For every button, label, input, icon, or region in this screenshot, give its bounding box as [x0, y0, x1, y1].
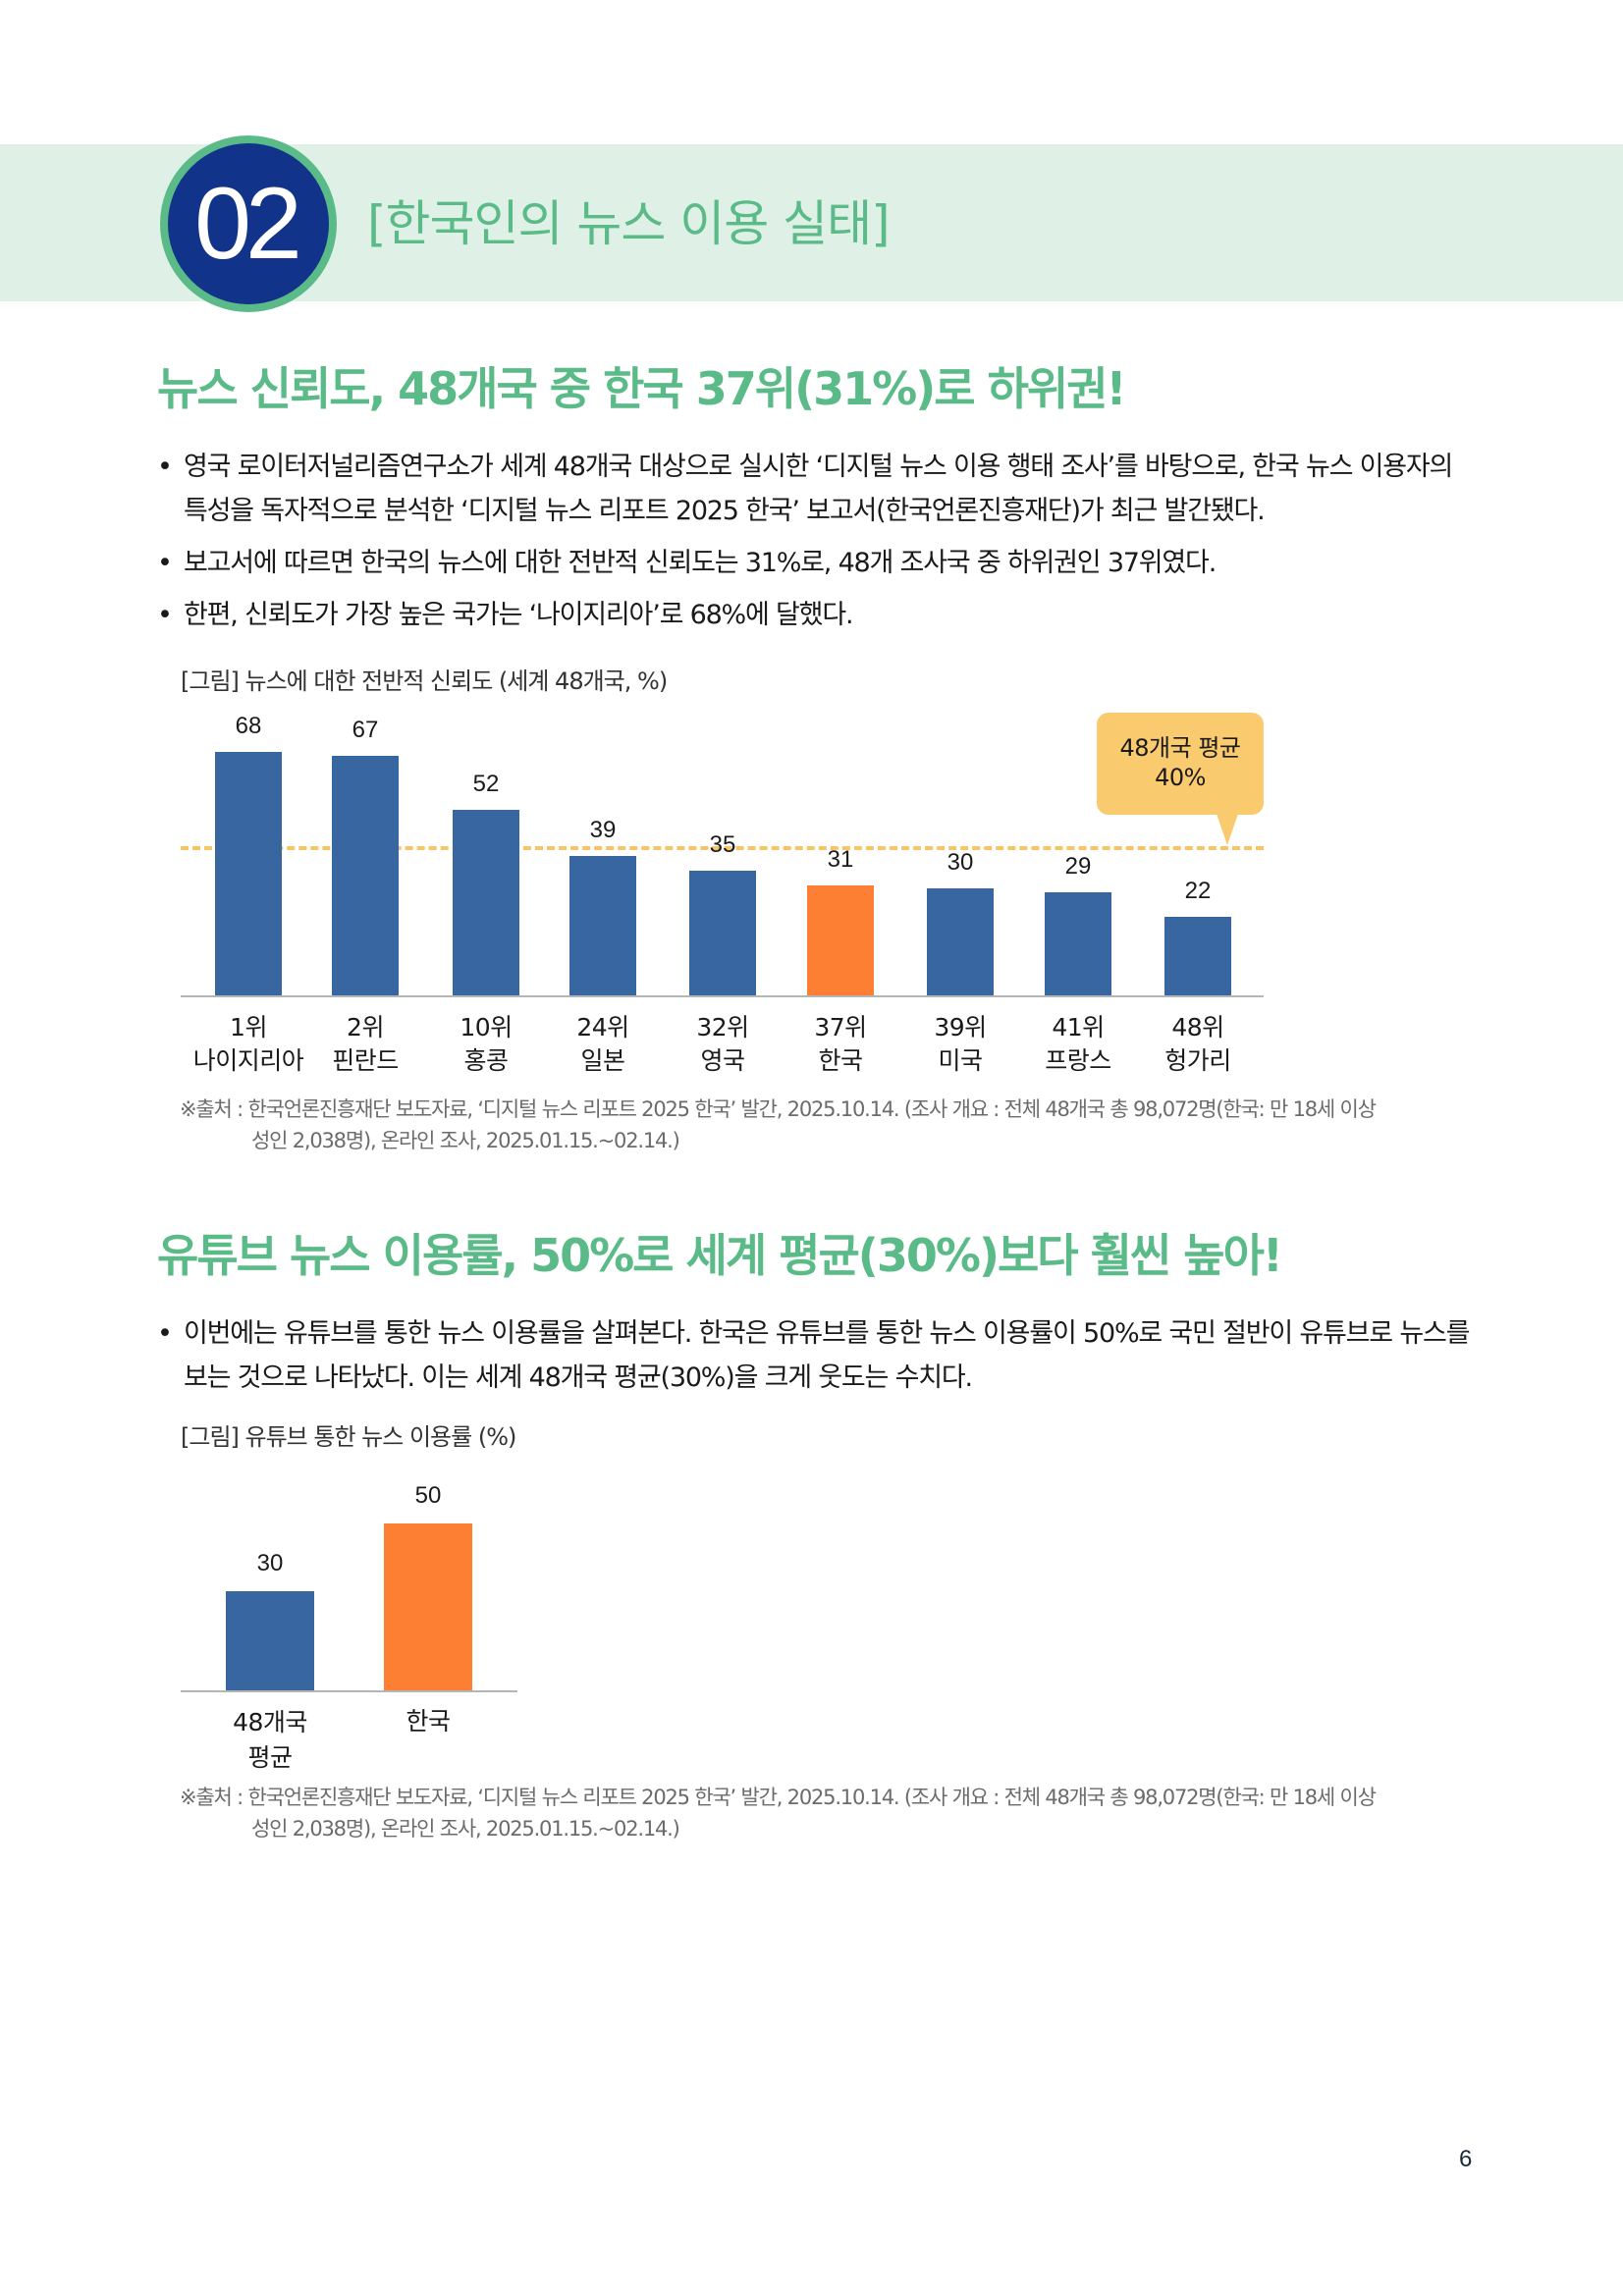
section-number: 02 [194, 167, 302, 281]
section-number-badge: 02 [160, 135, 337, 312]
bar-value-label: 35 [709, 831, 736, 858]
figure-caption-trust: [그림] 뉴스에 대한 전반적 신뢰도 (세계 48개국, %) [181, 667, 668, 695]
source-line-2: 성인 2,038명), 온라인 조사, 2025.01.15.~02.14.) [251, 1129, 680, 1152]
bullet-text: 한편, 신뢰도가 가장 높은 국가는 ‘나이지리아’로 68%에 달했다. [184, 600, 854, 630]
page-number: 6 [1459, 2146, 1473, 2172]
callout-pointer-icon [1217, 814, 1238, 845]
category-country-label: 핀란드 [332, 1046, 399, 1075]
category-country-label: 한국 [818, 1046, 863, 1075]
category-country-label: 나이지리아 [192, 1046, 304, 1075]
category-label: 한국 [406, 1707, 451, 1735]
bar-value-label: 52 [472, 771, 500, 797]
source-line-1: ※출처 : 한국언론진흥재단 보도자료, ‘디지털 뉴스 리포트 2025 한국… [180, 1097, 1377, 1121]
bar-5 [689, 871, 756, 996]
category-rank-label: 41위 [1052, 1013, 1105, 1041]
bullet-text: 이번에는 유튜브를 통한 뉴스 이용률을 살펴본다. 한국은 유튜브를 통한 뉴… [184, 1318, 1470, 1393]
bar-value-label: 50 [414, 1482, 442, 1509]
bar-value-label: 67 [352, 717, 379, 743]
average-callout-label: 48개국 평균 [1119, 734, 1242, 762]
x-axis-line [181, 995, 1264, 997]
headline-news-trust: 뉴스 신뢰도, 48개국 중 한국 37위(31%)로 하위권! [157, 362, 1127, 415]
average-callout-bubble: 48개국 평균 40% [1097, 713, 1264, 815]
bar-value-label: 68 [235, 713, 262, 739]
category-label-text: 48개국 평균 [233, 1708, 307, 1772]
bar-8 [1045, 892, 1111, 996]
bullet-text: 보고서에 따르면 한국의 뉴스에 대한 전반적 신뢰도는 31%로, 48개 조… [184, 548, 1217, 578]
bar-value-label: 31 [827, 846, 854, 873]
bullet-dot-icon: • [157, 600, 173, 630]
x-axis-line [181, 1690, 517, 1692]
bar-2 [332, 756, 399, 996]
bar-3 [453, 810, 519, 996]
headline-youtube-news: 유튜브 뉴스 이용률, 50%로 세계 평균(30%)보다 훨씬 높아! [157, 1229, 1283, 1282]
bar-value-label: 39 [589, 817, 617, 843]
youtube-bar-chart: 30 50 48개국 평균 한국 [181, 1482, 517, 1776]
average-reference-line [181, 846, 1264, 850]
bar-6 [807, 885, 874, 996]
category-rank-label: 24위 [576, 1013, 629, 1041]
category-country-label: 영국 [700, 1046, 745, 1075]
bar-value-label: 30 [256, 1550, 284, 1576]
bar-value-label: 30 [947, 849, 974, 876]
bar-1 [215, 752, 282, 996]
category-country-label: 헝가리 [1164, 1046, 1231, 1075]
bar-2 [384, 1523, 472, 1691]
bullet-text: 영국 로이터저널리즘연구소가 세계 48개국 대상으로 실시한 ‘디지털 뉴스 … [184, 452, 1453, 526]
bullet-item: • 이번에는 유튜브를 통한 뉴스 이용률을 살펴본다. 한국은 유튜브를 통한… [153, 1311, 1479, 1400]
bullet-list-youtube: • 이번에는 유튜브를 통한 뉴스 이용률을 살펴본다. 한국은 유튜브를 통한… [153, 1311, 1479, 1408]
figure-caption-youtube: [그림] 유튜브 통한 뉴스 이용률 (%) [181, 1423, 516, 1451]
category-country-label: 일본 [580, 1046, 625, 1075]
category-rank-label: 10위 [460, 1013, 513, 1041]
bullet-dot-icon: • [157, 452, 173, 482]
bullet-item: • 영국 로이터저널리즘연구소가 세계 48개국 대상으로 실시한 ‘디지털 뉴… [153, 445, 1479, 533]
average-callout-value: 40% [1155, 764, 1206, 791]
bar-4 [569, 856, 636, 996]
category-rank-label: 2위 [347, 1013, 384, 1041]
category-rank-label: 37위 [814, 1013, 867, 1041]
source-note-youtube: ※출처 : 한국언론진흥재단 보도자료, ‘디지털 뉴스 리포트 2025 한국… [180, 1782, 1377, 1844]
category-rank-label: 32위 [696, 1013, 749, 1041]
category-country-label: 프랑스 [1045, 1046, 1111, 1075]
bullet-dot-icon: • [157, 548, 173, 578]
bar-1 [226, 1591, 314, 1691]
category-label: 48개국 평균 [201, 1705, 339, 1776]
bar-value-label: 22 [1184, 878, 1212, 904]
bar-9 [1164, 917, 1231, 996]
source-line-1: ※출처 : 한국언론진흥재단 보도자료, ‘디지털 뉴스 리포트 2025 한국… [180, 1786, 1377, 1809]
source-note-trust: ※출처 : 한국언론진흥재단 보도자료, ‘디지털 뉴스 리포트 2025 한국… [180, 1094, 1377, 1156]
source-line-2: 성인 2,038명), 온라인 조사, 2025.01.15.~02.14.) [251, 1817, 680, 1841]
bullet-item: • 보고서에 따르면 한국의 뉴스에 대한 전반적 신뢰도는 31%로, 48개… [153, 541, 1479, 585]
bar-value-label: 29 [1064, 853, 1092, 880]
category-rank-label: 1위 [230, 1013, 267, 1041]
category-country-label: 홍콩 [463, 1046, 509, 1075]
bullet-dot-icon: • [157, 1318, 173, 1349]
bullet-item: • 한편, 신뢰도가 가장 높은 국가는 ‘나이지리아’로 68%에 달했다. [153, 593, 1479, 637]
bullet-list-news-trust: • 영국 로이터저널리즘연구소가 세계 48개국 대상으로 실시한 ‘디지털 뉴… [153, 445, 1479, 645]
section-title: [한국인의 뉴스 이용 실태] [367, 195, 891, 252]
category-rank-label: 39위 [934, 1013, 987, 1041]
category-country-label: 미국 [938, 1046, 983, 1075]
category-rank-label: 48위 [1171, 1013, 1224, 1041]
bar-7 [927, 888, 994, 996]
